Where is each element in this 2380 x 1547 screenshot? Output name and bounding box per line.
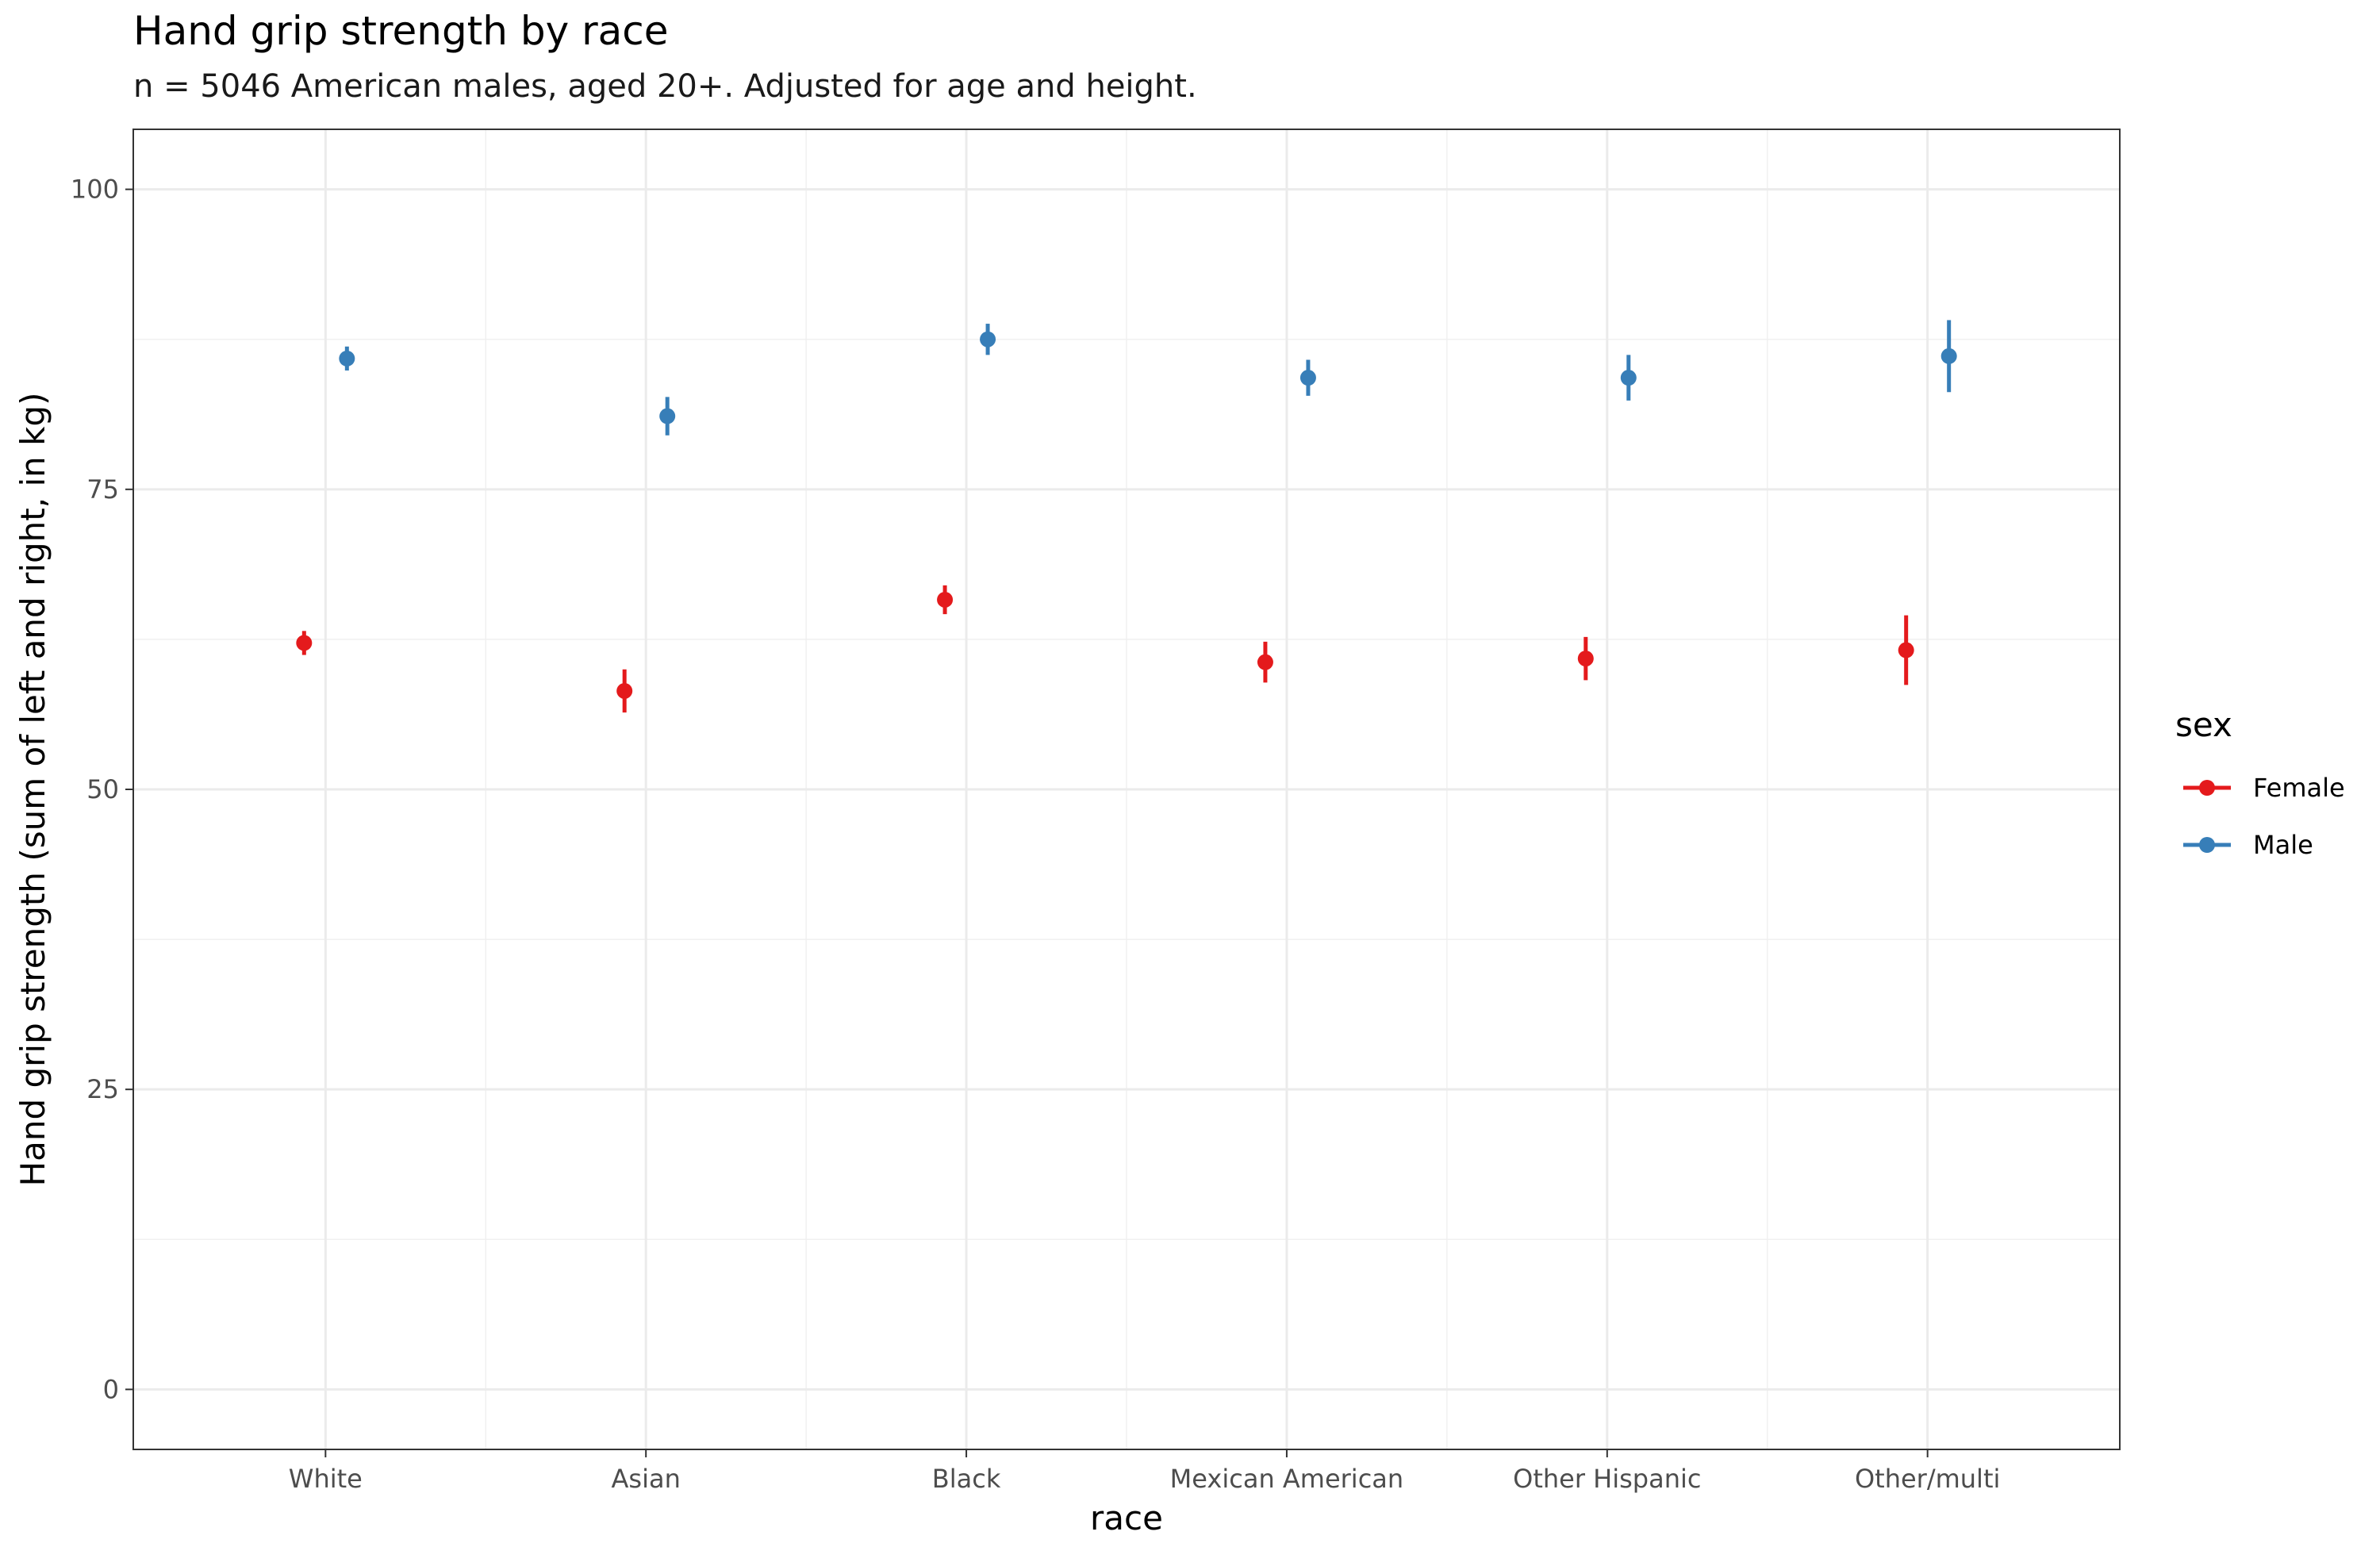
point-male xyxy=(339,350,355,367)
point-male xyxy=(980,331,996,347)
legend-key-point-female xyxy=(2199,780,2215,796)
y-tick-label: 75 xyxy=(86,474,119,505)
axes: 0 25 50 75 100 White Asian Black Mexican America… xyxy=(71,175,2000,1494)
y-tick-label: 50 xyxy=(86,774,119,804)
point-female xyxy=(1257,654,1273,670)
point-male xyxy=(1299,370,1316,386)
point-female xyxy=(937,591,954,608)
y-tick-label: 25 xyxy=(86,1074,119,1104)
x-tick-label: Asian xyxy=(612,1464,681,1494)
x-tick-label: Other/multi xyxy=(1855,1464,2000,1494)
legend-label-female: Female xyxy=(2253,773,2345,803)
x-tick-label: Black xyxy=(932,1464,1001,1494)
x-tick-label: Other Hispanic xyxy=(1513,1464,1701,1494)
y-tick-label: 0 xyxy=(103,1374,119,1404)
point-male xyxy=(1620,370,1637,386)
chart-title: Hand grip strength by race xyxy=(133,8,669,54)
x-tick-label: Mexican American xyxy=(1170,1464,1404,1494)
point-male xyxy=(1940,347,1957,364)
chart-subtitle: n = 5046 American males, aged 20+. Adjus… xyxy=(133,68,1197,105)
point-female xyxy=(296,635,313,651)
point-female xyxy=(1577,651,1594,667)
point-female xyxy=(616,682,633,699)
x-tick-label: White xyxy=(289,1464,363,1494)
point-male xyxy=(659,408,676,424)
legend-key-point-male xyxy=(2199,837,2215,853)
y-tick-label: 100 xyxy=(71,175,119,205)
legend-title: sex xyxy=(2175,705,2232,744)
x-axis-title: race xyxy=(1090,1499,1163,1537)
legend-label-male: Male xyxy=(2253,830,2313,860)
y-axis-title: Hand grip strength (sum of left and righ… xyxy=(13,393,52,1187)
grid-lines xyxy=(133,129,2120,1449)
legend: sex Female Male xyxy=(2175,705,2345,860)
data-marks xyxy=(296,320,1957,713)
point-female xyxy=(1898,642,1914,658)
